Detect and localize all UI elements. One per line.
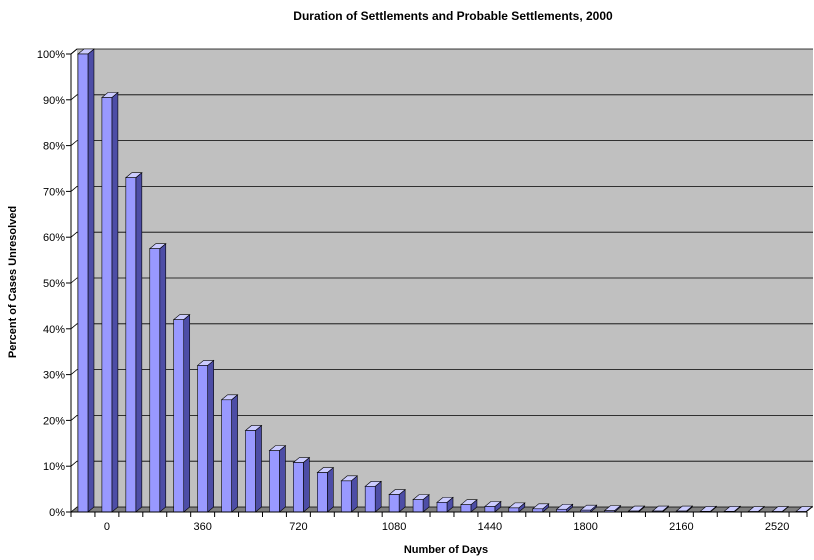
bar-front bbox=[364, 486, 376, 513]
y-tick-label: 70% bbox=[43, 186, 65, 198]
bar bbox=[292, 456, 311, 513]
bar-front bbox=[269, 450, 280, 513]
bar-front bbox=[149, 248, 161, 513]
gridline bbox=[70, 369, 813, 375]
bar bbox=[364, 480, 383, 513]
x-tick-label: 360 bbox=[193, 521, 211, 533]
bar-front bbox=[340, 480, 352, 513]
bar bbox=[555, 503, 574, 513]
bar-side bbox=[303, 456, 310, 513]
bar-front bbox=[101, 97, 113, 513]
bar-side bbox=[135, 172, 143, 513]
x-tick-label: 720 bbox=[289, 521, 307, 533]
bar-front bbox=[508, 507, 520, 513]
y-tick-label: 20% bbox=[43, 415, 65, 427]
y-tick-label: 100% bbox=[37, 49, 65, 61]
bar bbox=[77, 48, 95, 513]
bar-side bbox=[255, 424, 262, 513]
x-tick-label: 0 bbox=[104, 521, 110, 533]
bar bbox=[436, 496, 454, 513]
bar bbox=[388, 488, 406, 513]
gridline bbox=[70, 460, 813, 467]
y-axis-depth-line bbox=[70, 48, 78, 55]
bar-front bbox=[317, 472, 328, 513]
bar-front bbox=[125, 177, 137, 513]
bar bbox=[460, 499, 478, 513]
bar bbox=[101, 91, 119, 513]
gridline bbox=[70, 323, 813, 330]
bar-front bbox=[77, 53, 89, 513]
bar bbox=[412, 493, 430, 513]
y-axis-title: Percent of Cases Unresolved bbox=[7, 206, 19, 358]
bar-front bbox=[221, 399, 232, 513]
bar-side bbox=[111, 91, 119, 513]
bar-side bbox=[159, 243, 167, 513]
gridline bbox=[70, 185, 813, 192]
gridline bbox=[70, 140, 813, 146]
y-tick-label: 0% bbox=[49, 507, 65, 519]
x-tick-label: 2160 bbox=[669, 521, 693, 533]
bar bbox=[507, 502, 526, 513]
gridline bbox=[70, 277, 813, 284]
bar bbox=[125, 172, 143, 513]
bar bbox=[172, 313, 191, 513]
bar-front bbox=[412, 499, 424, 513]
bar-side bbox=[87, 48, 95, 513]
bar bbox=[268, 444, 287, 513]
gridline bbox=[70, 231, 813, 238]
bar bbox=[244, 424, 263, 513]
bar bbox=[196, 359, 215, 513]
y-tick-label: 40% bbox=[43, 324, 65, 336]
x-tick-label: 1440 bbox=[478, 521, 502, 533]
y-tick-label: 50% bbox=[43, 278, 65, 290]
bar bbox=[148, 243, 167, 513]
chart-title: Duration of Settlements and Probable Set… bbox=[293, 9, 613, 23]
bar-front bbox=[197, 365, 208, 513]
bar-front bbox=[293, 462, 304, 513]
y-tick-label: 80% bbox=[43, 141, 65, 153]
bar bbox=[316, 466, 335, 513]
bar-side bbox=[327, 466, 334, 513]
x-tick-label: 1800 bbox=[573, 521, 597, 533]
gridline bbox=[70, 414, 813, 421]
bar bbox=[220, 394, 239, 513]
x-axis-title: Number of Days bbox=[404, 544, 488, 556]
y-tick-label: 60% bbox=[43, 232, 65, 244]
bar-side bbox=[183, 313, 191, 513]
y-tick-label: 90% bbox=[43, 95, 65, 107]
bar-side bbox=[279, 444, 286, 513]
bar-side bbox=[350, 475, 358, 513]
y-tick-label: 10% bbox=[43, 461, 65, 473]
bar-front bbox=[436, 502, 448, 513]
bar-front bbox=[388, 494, 400, 513]
bar-side bbox=[231, 394, 238, 513]
bar-front bbox=[245, 430, 256, 513]
bar-front bbox=[460, 504, 472, 513]
bar-front bbox=[484, 506, 496, 513]
y-tick-label: 30% bbox=[43, 370, 65, 382]
gridline bbox=[70, 94, 813, 101]
x-tick-label: 2520 bbox=[765, 521, 789, 533]
bar-side bbox=[207, 359, 214, 513]
bar-front bbox=[173, 319, 185, 513]
x-tick-label: 1080 bbox=[382, 521, 406, 533]
bar bbox=[340, 475, 359, 513]
